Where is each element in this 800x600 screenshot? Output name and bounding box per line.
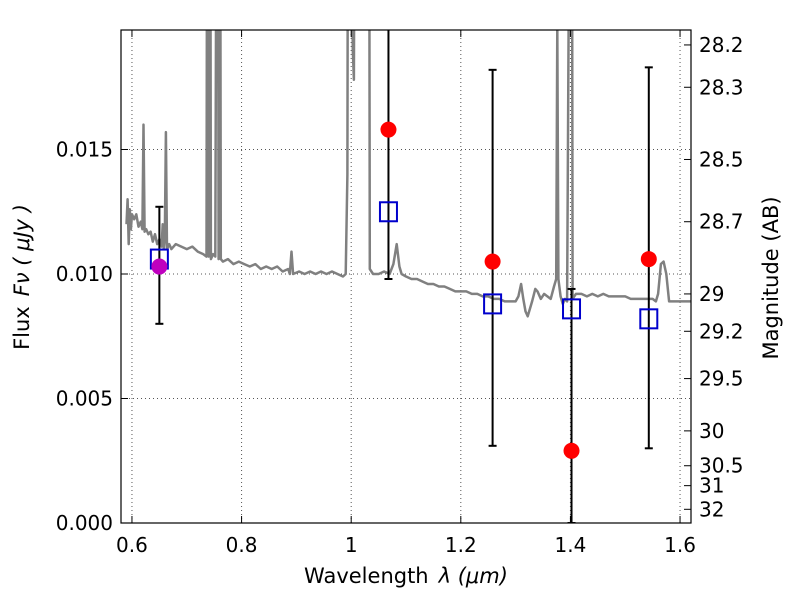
y-axis-title-main: Flux [10, 306, 34, 350]
spectrum-series [125, 30, 691, 318]
observed-points [151, 121, 657, 459]
model-points [149, 201, 659, 330]
right-tick-label: 28.5 [699, 147, 744, 171]
right-tick-label: 29.5 [699, 367, 744, 391]
observed-point [640, 251, 657, 268]
right-tick-label: 28.2 [699, 33, 744, 57]
observed-point [151, 258, 168, 275]
x-tick-label: 0.6 [116, 533, 148, 557]
spectrum-line [125, 30, 691, 318]
right-tick-label: 29.2 [699, 319, 744, 343]
right-tick-label: 29 [699, 282, 724, 306]
x-tick-label: 1.2 [445, 533, 477, 557]
right-tick-label: 30.5 [699, 454, 744, 478]
y-tick-label: 0.005 [56, 387, 113, 411]
y-axis-title-symbol: Fν ( μJy ) [10, 204, 34, 296]
x-axis-title-symbol: λ (μm) [438, 564, 508, 588]
observed-point [484, 253, 501, 270]
right-axis-title: Magnitude (AB) [759, 196, 783, 359]
plot-frame [120, 29, 692, 524]
observed-point [563, 442, 580, 459]
right-tick-label: 28.7 [699, 210, 744, 234]
model-point [483, 293, 503, 315]
model-point [562, 298, 582, 320]
model-point [378, 201, 398, 223]
observed-point [380, 121, 397, 138]
y-axis-title: Flux Fν ( μJy ) [10, 204, 34, 350]
y-tick-label: 0.010 [56, 262, 113, 286]
x-tick-label: 1.6 [664, 533, 696, 557]
right-tick-label: 31 [699, 474, 724, 498]
x-tick-label: 0.8 [226, 533, 258, 557]
x-tick-label: 1.4 [555, 533, 587, 557]
y-axis-ticks: 0.000 0.005 0.010 0.015 [56, 138, 128, 535]
right-tick-label: 30 [699, 419, 724, 443]
x-axis-title-main: Wavelength [304, 564, 429, 588]
x-tick-label: 1 [345, 533, 358, 557]
right-tick-label: 28.3 [699, 75, 744, 99]
x-axis-ticks: 0.6 0.8 1 1.2 1.4 1.6 [116, 30, 696, 557]
model-point [639, 308, 659, 330]
x-axis-title: Wavelength λ (μm) [304, 564, 508, 588]
y-tick-label: 0.000 [56, 511, 113, 535]
right-tick-label: 32 [699, 497, 724, 521]
y-tick-label: 0.015 [56, 138, 113, 162]
